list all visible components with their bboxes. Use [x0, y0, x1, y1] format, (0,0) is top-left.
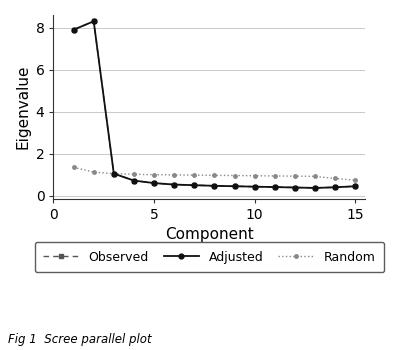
Text: Fig 1  Scree parallel plot: Fig 1 Scree parallel plot [8, 334, 152, 346]
Y-axis label: Eigenvalue: Eigenvalue [15, 65, 30, 149]
Legend: Observed, Adjusted, Random: Observed, Adjusted, Random [35, 242, 384, 272]
X-axis label: Component: Component [165, 228, 254, 243]
